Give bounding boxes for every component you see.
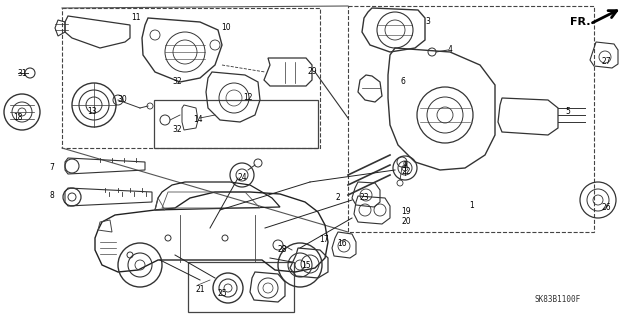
Text: 3: 3 [426, 18, 431, 26]
Text: 30: 30 [117, 94, 127, 103]
Text: 8: 8 [50, 191, 54, 201]
Text: 29: 29 [307, 68, 317, 77]
Text: 28: 28 [277, 246, 287, 255]
Text: 32: 32 [172, 78, 182, 86]
Text: 20: 20 [401, 218, 411, 226]
Text: 25: 25 [217, 290, 227, 299]
Text: 1: 1 [470, 201, 474, 210]
Text: 23: 23 [359, 192, 369, 202]
Text: 17: 17 [319, 235, 329, 244]
Text: 9: 9 [403, 160, 408, 169]
Text: 16: 16 [337, 240, 347, 249]
Text: 15: 15 [301, 261, 311, 270]
Text: 6: 6 [401, 78, 405, 86]
Text: 31: 31 [17, 70, 27, 78]
Text: 26: 26 [601, 203, 611, 211]
Text: 5: 5 [566, 108, 570, 116]
Text: 22: 22 [401, 167, 411, 176]
Text: 12: 12 [243, 93, 253, 102]
Text: 13: 13 [87, 108, 97, 116]
Text: 14: 14 [193, 115, 203, 124]
Text: 21: 21 [195, 286, 205, 294]
Text: 7: 7 [49, 164, 54, 173]
Text: 32: 32 [172, 125, 182, 135]
Text: SK83B1100F: SK83B1100F [535, 295, 581, 305]
Text: 10: 10 [221, 24, 231, 33]
Text: 19: 19 [401, 207, 411, 217]
Text: 24: 24 [237, 174, 247, 182]
Text: 18: 18 [13, 114, 23, 122]
Text: 2: 2 [335, 194, 340, 203]
Text: 4: 4 [447, 46, 452, 55]
Text: 11: 11 [131, 13, 141, 23]
Text: 27: 27 [601, 57, 611, 66]
Text: FR.: FR. [570, 17, 591, 27]
